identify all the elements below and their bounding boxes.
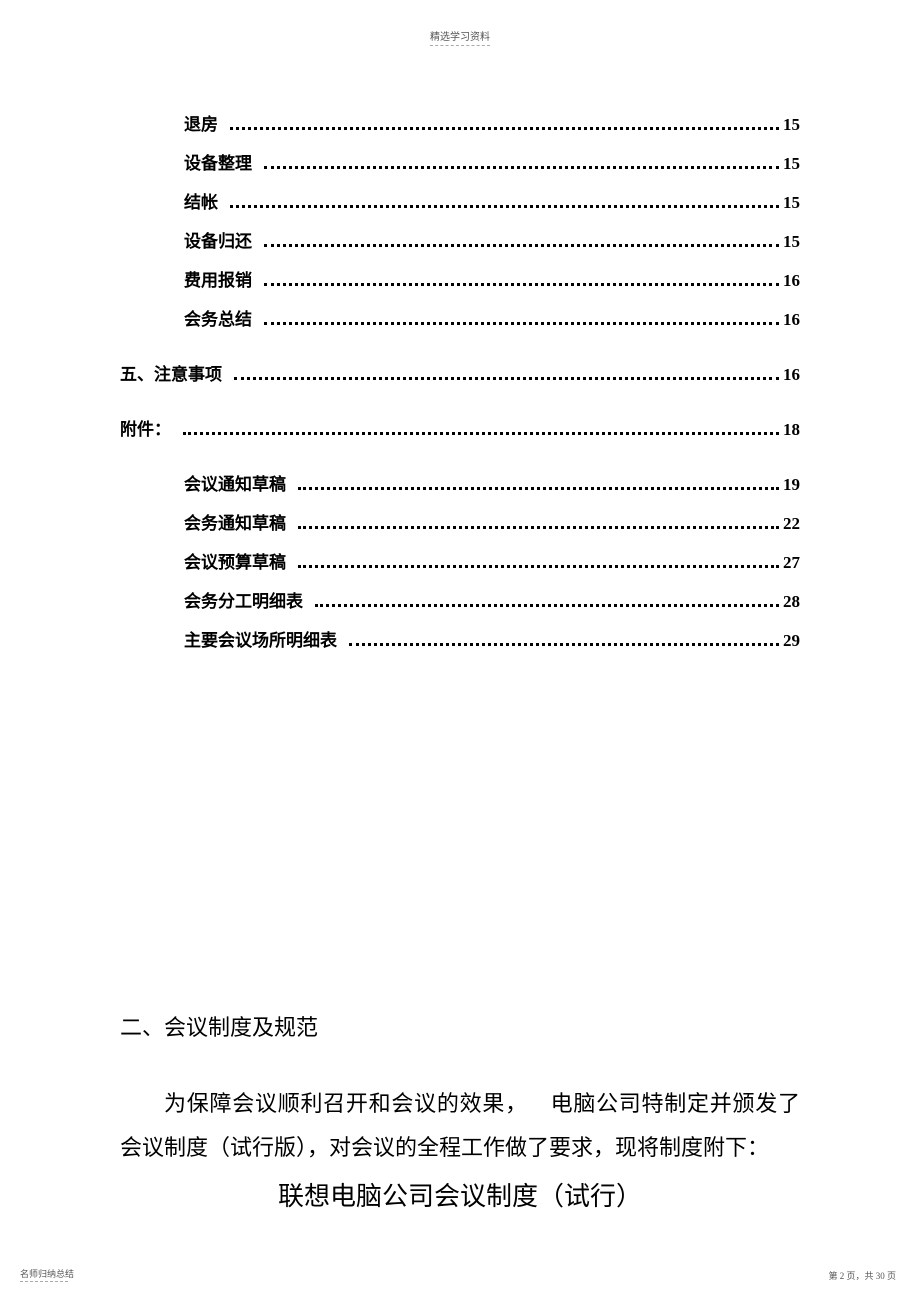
- body-section: 二、会议制度及规范 为保障会议顺利召开和会议的效果，电脑公司特制定并颁发了会议制…: [120, 1010, 800, 1213]
- toc-dots: [264, 322, 779, 325]
- toc-entry: 会议通知草稿 19: [120, 470, 800, 495]
- toc-dots: [315, 604, 779, 607]
- footer-left-text: 名师归纳总结: [20, 1269, 74, 1279]
- toc-label: 会议通知草稿: [184, 470, 286, 495]
- toc-label: 设备归还: [184, 227, 252, 252]
- header-underline: [430, 45, 490, 46]
- body-paragraph: 为保障会议顺利召开和会议的效果，电脑公司特制定并颁发了会议制度（试行版），对会议…: [120, 1082, 800, 1170]
- toc-page: 28: [783, 592, 800, 612]
- toc-dots: [230, 205, 779, 208]
- toc-label: 退房: [184, 110, 218, 135]
- toc-label: 主要会议场所明细表: [184, 626, 337, 651]
- toc-entry: 费用报销 16: [120, 266, 800, 291]
- footer-right: 第 2 页，共 30 页: [828, 1269, 896, 1282]
- toc-dots: [234, 377, 779, 380]
- footer-underline: [20, 1281, 68, 1282]
- toc-label: 附件：: [120, 415, 171, 440]
- toc-entry: 结帐 15: [120, 188, 800, 213]
- toc-page: 16: [783, 365, 800, 385]
- toc-entry: 设备归还 15: [120, 227, 800, 252]
- toc-page: 27: [783, 553, 800, 573]
- toc-label: 设备整理: [184, 149, 252, 174]
- toc-entry: 会议预算草稿 27: [120, 548, 800, 573]
- para-part1: 为保障会议顺利召开和会议的效果，: [164, 1091, 528, 1116]
- toc-dots: [264, 244, 779, 247]
- toc-dots: [183, 432, 779, 435]
- toc-label: 五、注意事项: [120, 360, 222, 385]
- toc-page: 15: [783, 232, 800, 252]
- toc-entry: 主要会议场所明细表 29: [120, 626, 800, 651]
- toc-dots: [298, 565, 779, 568]
- toc-dots: [298, 526, 779, 529]
- toc-entry: 退房 15: [120, 110, 800, 135]
- toc-page: 15: [783, 193, 800, 213]
- toc-dots: [230, 127, 779, 130]
- toc-entry: 会务分工明细表 28: [120, 587, 800, 612]
- toc-page: 18: [783, 420, 800, 440]
- footer-right-text: 第 2 页，共 30 页: [828, 1271, 896, 1281]
- toc-entry: 五、注意事项 16: [120, 360, 800, 385]
- toc-entry: 会务通知草稿 22: [120, 509, 800, 534]
- footer-left: 名师归纳总结: [20, 1267, 74, 1282]
- toc-page: 19: [783, 475, 800, 495]
- document-title: 联想电脑公司会议制度（试行）: [120, 1176, 800, 1213]
- toc-page: 22: [783, 514, 800, 534]
- section-heading: 二、会议制度及规范: [120, 1010, 800, 1042]
- toc-dots: [264, 166, 779, 169]
- toc-page: 15: [783, 154, 800, 174]
- toc-page: 16: [783, 310, 800, 330]
- toc-entry: 附件： 18: [120, 415, 800, 440]
- toc-page: 15: [783, 115, 800, 135]
- toc-page: 29: [783, 631, 800, 651]
- toc-label: 会议预算草稿: [184, 548, 286, 573]
- toc-label: 费用报销: [184, 266, 252, 291]
- toc-container: 退房 15 设备整理 15 结帐 15 设备归还 15 费用报销 16 会务总结…: [120, 110, 800, 665]
- toc-label: 结帐: [184, 188, 218, 213]
- toc-label: 会务分工明细表: [184, 587, 303, 612]
- toc-entry: 设备整理 15: [120, 149, 800, 174]
- toc-dots: [264, 283, 779, 286]
- toc-page: 16: [783, 271, 800, 291]
- toc-dots: [349, 643, 779, 646]
- toc-entry: 会务总结 16: [120, 305, 800, 330]
- toc-label: 会务通知草稿: [184, 509, 286, 534]
- page-header: 精选学习资料: [0, 28, 920, 46]
- toc-dots: [298, 487, 779, 490]
- toc-label: 会务总结: [184, 305, 252, 330]
- header-text: 精选学习资料: [430, 32, 490, 43]
